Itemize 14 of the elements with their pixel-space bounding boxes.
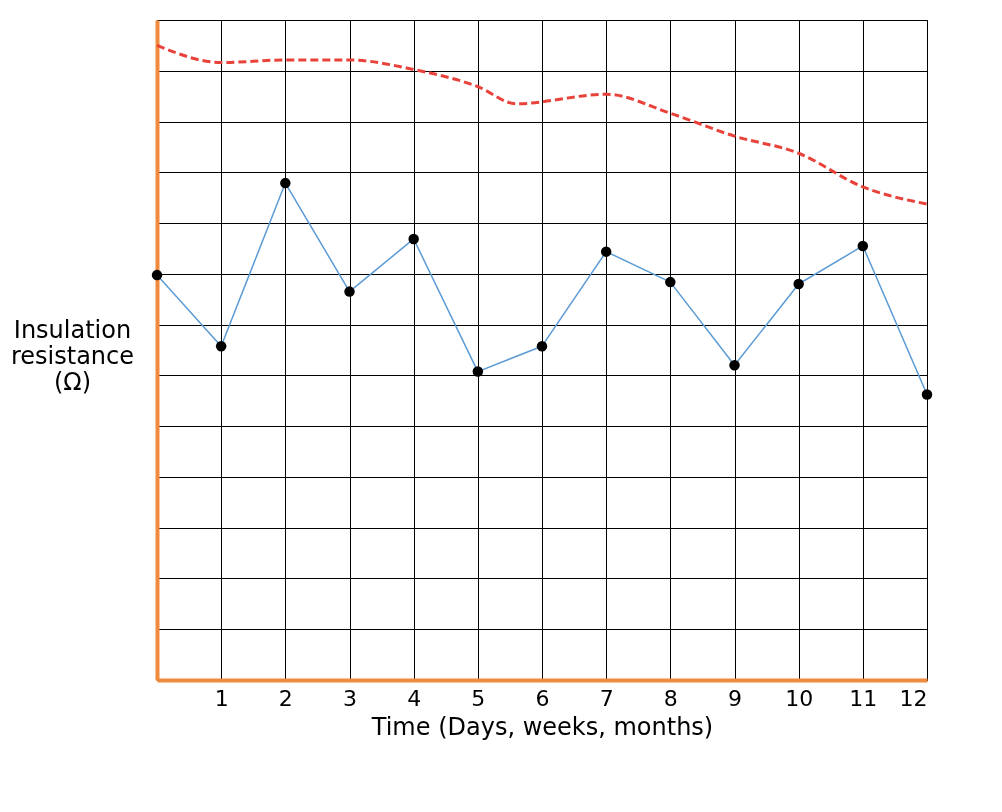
x-tick-label: 10 bbox=[785, 685, 814, 711]
x-axis-title: Time (Days, weeks, months) bbox=[370, 712, 714, 741]
y-axis-title: Insulation resistance (Ω) bbox=[10, 315, 135, 396]
x-tick-label: 5 bbox=[471, 685, 486, 711]
x-tick-label: 2 bbox=[278, 685, 293, 711]
x-tick-label: 3 bbox=[343, 685, 357, 711]
x-tick-label: 9 bbox=[728, 685, 742, 711]
x-tick-label: 7 bbox=[599, 685, 614, 711]
x-tick-label: 12 bbox=[899, 685, 928, 711]
x-tick-label: 6 bbox=[535, 685, 550, 711]
x-tick-label: 8 bbox=[663, 685, 678, 711]
x-tick-label: 4 bbox=[407, 685, 422, 711]
x-tick-label: 11 bbox=[849, 685, 878, 711]
x-tick-label: 1 bbox=[214, 685, 229, 711]
